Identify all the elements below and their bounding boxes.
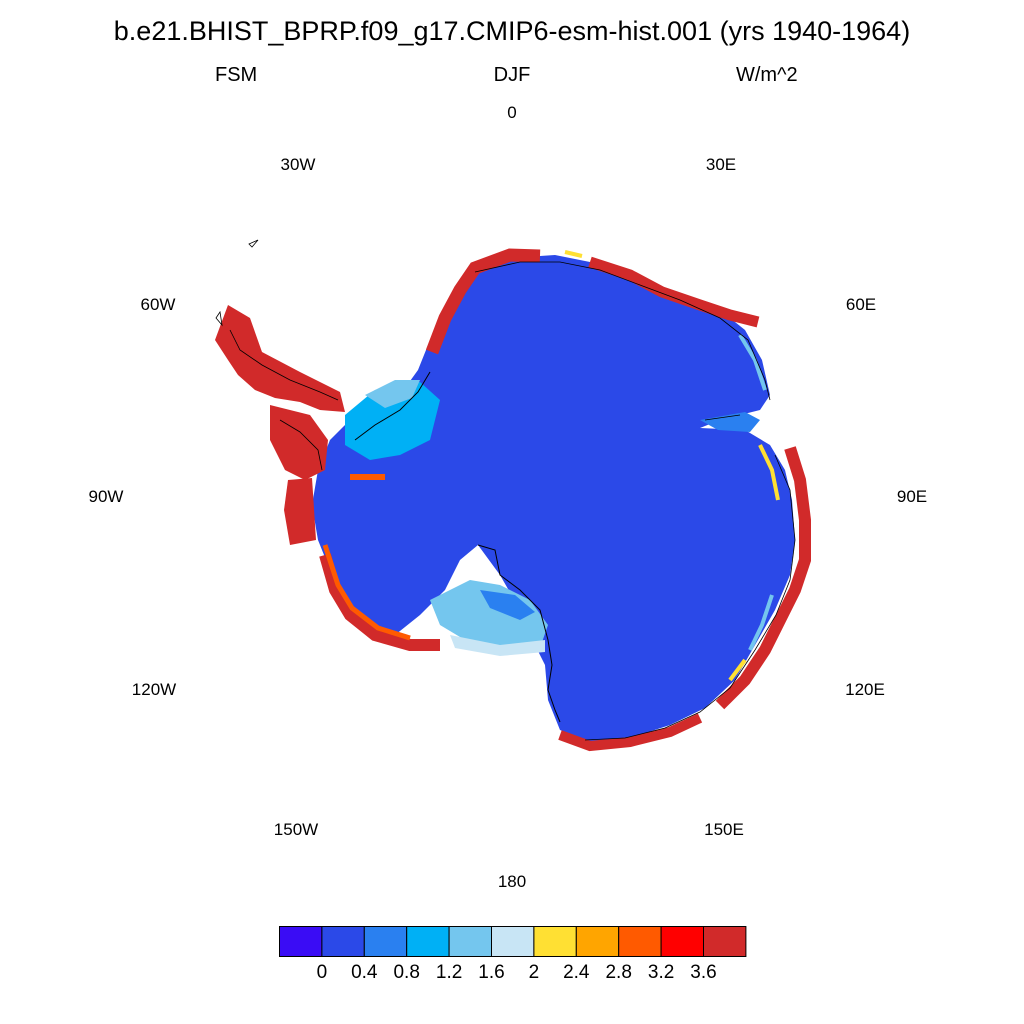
colorbar-swatch [363,926,408,957]
lon-label-120w: 120W [131,680,177,699]
colorbar-tick-label: 2.8 [605,962,632,983]
coastal-margin-east [715,446,811,710]
lon-label-120e: 120E [845,680,885,699]
ross-ice-shelf [430,580,548,650]
lon-label-0: 0 [507,103,517,122]
colorbar-tick-label: 3.6 [690,962,717,983]
colorbar-tick-label: 0 [316,962,328,983]
filchner-ronne-shelf [345,382,440,460]
colorbar-tick-label: 2 [528,962,540,983]
coastline-east [474,261,796,741]
coastline-peninsula [229,329,339,471]
colorbar-swatch [321,926,365,957]
grounding-line-ross [477,544,561,723]
variable-label: FSM [215,64,258,86]
colorbar [279,926,747,957]
colorbar-tick-label: 0.4 [351,962,378,983]
lon-label-90w: 90W [88,487,124,506]
colorbar-tick-label: 2.4 [563,962,590,983]
lon-label-90e: 90E [896,487,928,506]
colorbar-swatch [491,926,535,957]
colorbar-swatch [660,926,705,957]
lon-label-150w: 150W [273,820,319,839]
colorbar-tick-label: 3.2 [647,962,675,983]
bellingshausen-coast [284,478,316,545]
plot-title: b.e21.BHIST_BPRP.f09_g17.CMIP6-esm-hist.… [113,16,911,46]
lon-label-180: 180 [497,872,527,891]
peninsula-tip-outline [215,310,223,327]
isolated-cell [350,474,385,480]
coastal-margin-yellow [564,250,780,682]
coastal-margin-light [738,333,774,651]
colorbar-swatch [448,926,493,957]
colorbar-swatch [703,926,747,957]
colorbar-swatch [575,926,620,957]
ice-sheet [312,255,795,742]
coastal-margin-mid [322,544,411,641]
antarctic-peninsula [215,305,345,412]
peninsula-base [270,405,328,480]
colorbar-tick-label: 1.6 [478,962,505,983]
ross-shelf-inner [480,590,535,620]
colorbar-swatch [406,926,450,957]
amery-shelf [700,412,760,432]
grounding-line-weddell [354,371,431,441]
coastal-margin-south [558,713,703,752]
ross-shelf-edge [450,635,545,656]
season-label: DJF [493,64,531,86]
lon-label-30w: 30W [280,155,316,174]
colorbar-tick-label: 1.2 [435,962,463,983]
coastal-margin-west [319,553,440,651]
lon-label-30e: 30E [705,155,737,174]
lon-label-60w: 60W [140,295,176,314]
lon-label-60e: 60E [845,295,877,314]
colorbar-swatch [618,926,662,957]
colorbar-tick-label: 0.8 [393,962,420,983]
small-island [248,239,259,248]
filchner-shelf-light [365,380,420,408]
units-label: W/m^2 [736,64,798,86]
colorbar-swatch [279,926,323,957]
lon-label-150e: 150E [704,820,744,839]
colorbar-swatch [533,926,577,957]
coastal-margin-weddell [425,248,541,355]
coastal-margin-dml [588,256,760,328]
